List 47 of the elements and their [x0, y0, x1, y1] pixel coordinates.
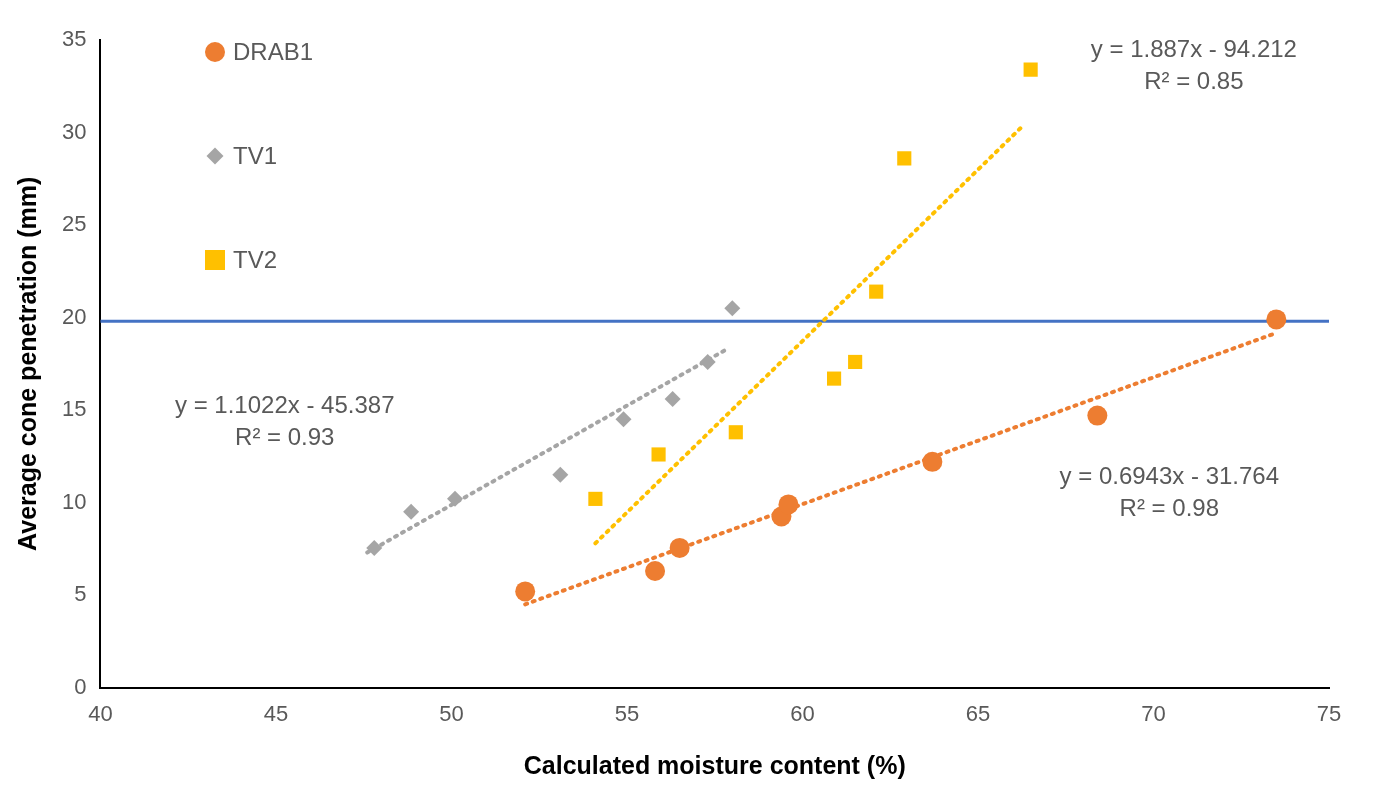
- point: [699, 353, 716, 370]
- legend-label: TV2: [233, 246, 278, 274]
- annotation: y = 0.6943x - 31.764 R² = 0.98: [1059, 461, 1280, 521]
- x-tick-label: 65: [965, 700, 991, 726]
- y-tick-label: 35: [61, 26, 87, 52]
- point: [897, 151, 912, 166]
- point: [869, 284, 884, 299]
- x-tick-label: 45: [263, 700, 289, 726]
- point: [728, 425, 743, 440]
- x-tick-label: 75: [1316, 700, 1342, 726]
- point: [1023, 62, 1038, 77]
- y-tick-label: 5: [74, 581, 87, 607]
- point: [446, 490, 463, 507]
- y-axis-title: Average cone penetration (mm): [12, 176, 41, 551]
- point: [588, 491, 603, 506]
- annotation: y = 1.1022x - 45.387 R² = 0.93: [175, 390, 395, 450]
- y-tick-label: 25: [61, 211, 87, 237]
- point: [778, 494, 799, 515]
- point: [645, 561, 666, 582]
- x-tick-label: 40: [88, 700, 113, 726]
- legend-label: DRAB1: [233, 38, 314, 66]
- point: [664, 390, 681, 407]
- point: [1087, 405, 1108, 426]
- x-tick-label: 60: [790, 700, 815, 726]
- point: [552, 466, 569, 483]
- y-tick-label: 30: [61, 118, 87, 144]
- point: [724, 300, 741, 317]
- point: [669, 537, 690, 558]
- point: [827, 371, 842, 386]
- point: [403, 503, 420, 520]
- y-tick-label: 15: [61, 396, 87, 422]
- legend-label: TV1: [233, 142, 278, 170]
- x-tick-label: 50: [439, 700, 464, 726]
- x-tick-label: 70: [1141, 700, 1166, 726]
- point: [615, 411, 632, 428]
- x-axis-title: Calculated moisture content (%): [523, 750, 906, 779]
- y-tick-label: 0: [74, 673, 87, 699]
- y-tick-label: 10: [61, 488, 87, 514]
- point: [848, 354, 863, 370]
- point: [515, 581, 536, 602]
- point: [1266, 309, 1287, 330]
- x-tick-label: 55: [614, 700, 640, 726]
- point: [651, 447, 666, 462]
- point: [922, 451, 943, 472]
- y-tick-label: 20: [61, 303, 87, 329]
- point: [366, 539, 383, 556]
- annotation: y = 1.887x - 94.212 R² = 0.85: [1090, 34, 1297, 94]
